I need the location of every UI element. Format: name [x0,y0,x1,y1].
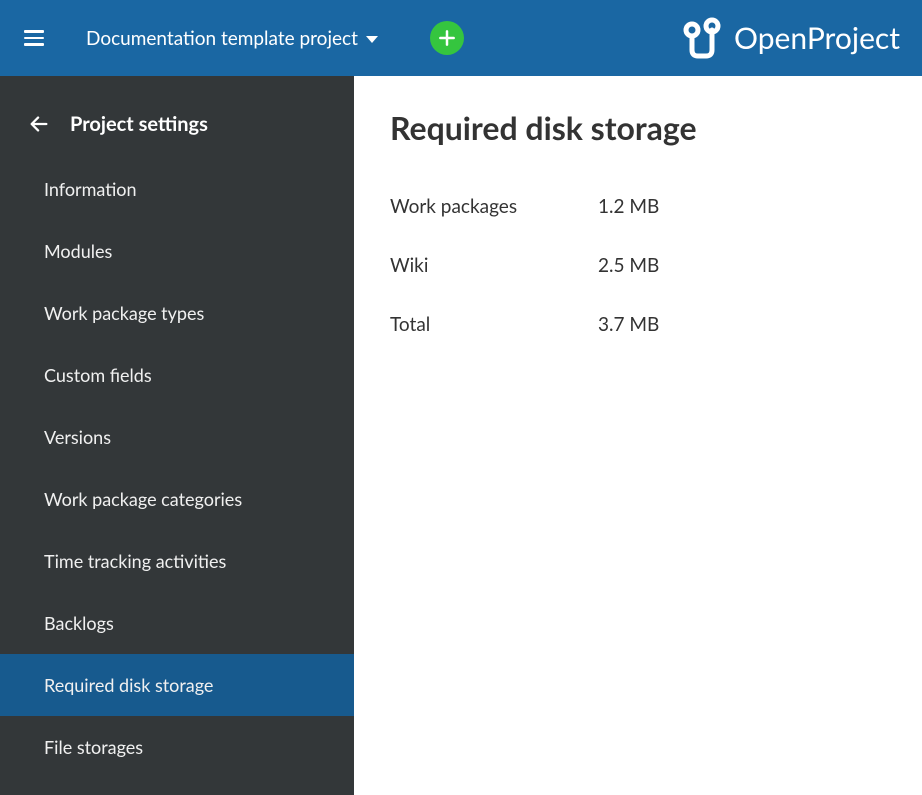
main-content: Required disk storage Work packages 1.2 … [354,76,922,795]
add-button[interactable] [430,21,464,55]
storage-row-value: 3.7 MB [598,313,886,336]
sidebar-item-work-package-types[interactable]: Work package types [0,282,354,344]
sidebar-item-required-disk-storage[interactable]: Required disk storage [0,654,354,716]
sidebar-item-file-storages[interactable]: File storages [0,716,354,778]
logo-text: OpenProject [734,20,900,56]
storage-row-label: Total [390,313,598,336]
storage-row-value: 1.2 MB [598,195,886,218]
storage-row-label: Wiki [390,254,598,277]
storage-table: Work packages 1.2 MB Wiki 2.5 MB Total 3… [390,195,886,336]
caret-down-icon [366,36,378,43]
sidebar-title: Project settings [70,112,208,136]
hamburger-menu-icon[interactable] [22,24,46,52]
sidebar-item-versions[interactable]: Versions [0,406,354,468]
sidebar-item-custom-fields[interactable]: Custom fields [0,344,354,406]
sidebar-item-backlogs[interactable]: Backlogs [0,592,354,654]
top-header: Documentation template project OpenProje… [0,0,922,76]
project-selector[interactable]: Documentation template project [86,27,378,50]
sidebar-item-work-package-categories[interactable]: Work package categories [0,468,354,530]
storage-row-value: 2.5 MB [598,254,886,277]
openproject-logo-icon [680,16,724,60]
back-arrow-icon [28,113,50,135]
sidebar: Project settings Information Modules Wor… [0,76,354,795]
app-logo[interactable]: OpenProject [680,16,900,60]
sidebar-list: Information Modules Work package types C… [0,158,354,778]
sidebar-back[interactable]: Project settings [0,100,354,158]
project-name: Documentation template project [86,27,358,50]
sidebar-item-information[interactable]: Information [0,158,354,220]
page-title: Required disk storage [390,108,886,147]
sidebar-item-modules[interactable]: Modules [0,220,354,282]
storage-row-label: Work packages [390,195,598,218]
plus-icon [437,28,457,48]
sidebar-item-time-tracking-activities[interactable]: Time tracking activities [0,530,354,592]
